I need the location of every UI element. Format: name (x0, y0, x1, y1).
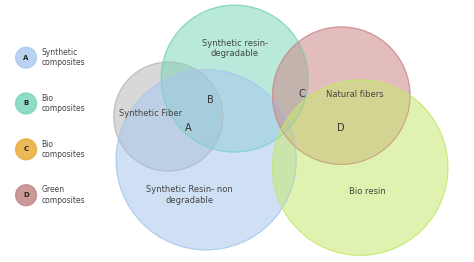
Ellipse shape (16, 139, 36, 160)
Text: Green
composites: Green composites (42, 185, 85, 205)
Ellipse shape (273, 27, 410, 164)
Text: Natural fibers: Natural fibers (326, 90, 383, 99)
Ellipse shape (16, 185, 36, 206)
Text: C: C (24, 146, 28, 152)
Ellipse shape (116, 70, 296, 250)
Text: Bio
composites: Bio composites (42, 94, 85, 113)
Text: Bio resin: Bio resin (349, 187, 386, 196)
Text: Synthetic Resin- non
degradable: Synthetic Resin- non degradable (146, 185, 233, 205)
Text: D: D (23, 192, 29, 198)
Text: A: A (23, 55, 29, 61)
Text: Bio
composites: Bio composites (42, 140, 85, 159)
Text: B: B (23, 101, 29, 106)
Ellipse shape (161, 5, 308, 152)
Text: D: D (337, 123, 345, 133)
Text: B: B (207, 95, 213, 105)
Ellipse shape (114, 62, 223, 171)
Text: Synthetic
composites: Synthetic composites (42, 48, 85, 67)
Ellipse shape (16, 93, 36, 114)
Text: Synthetic resin-
degradable: Synthetic resin- degradable (201, 39, 268, 58)
Ellipse shape (16, 47, 36, 68)
Text: Synthetic Fiber: Synthetic Fiber (119, 110, 182, 118)
Ellipse shape (273, 80, 448, 255)
Text: A: A (185, 123, 192, 133)
Text: C: C (298, 89, 305, 99)
